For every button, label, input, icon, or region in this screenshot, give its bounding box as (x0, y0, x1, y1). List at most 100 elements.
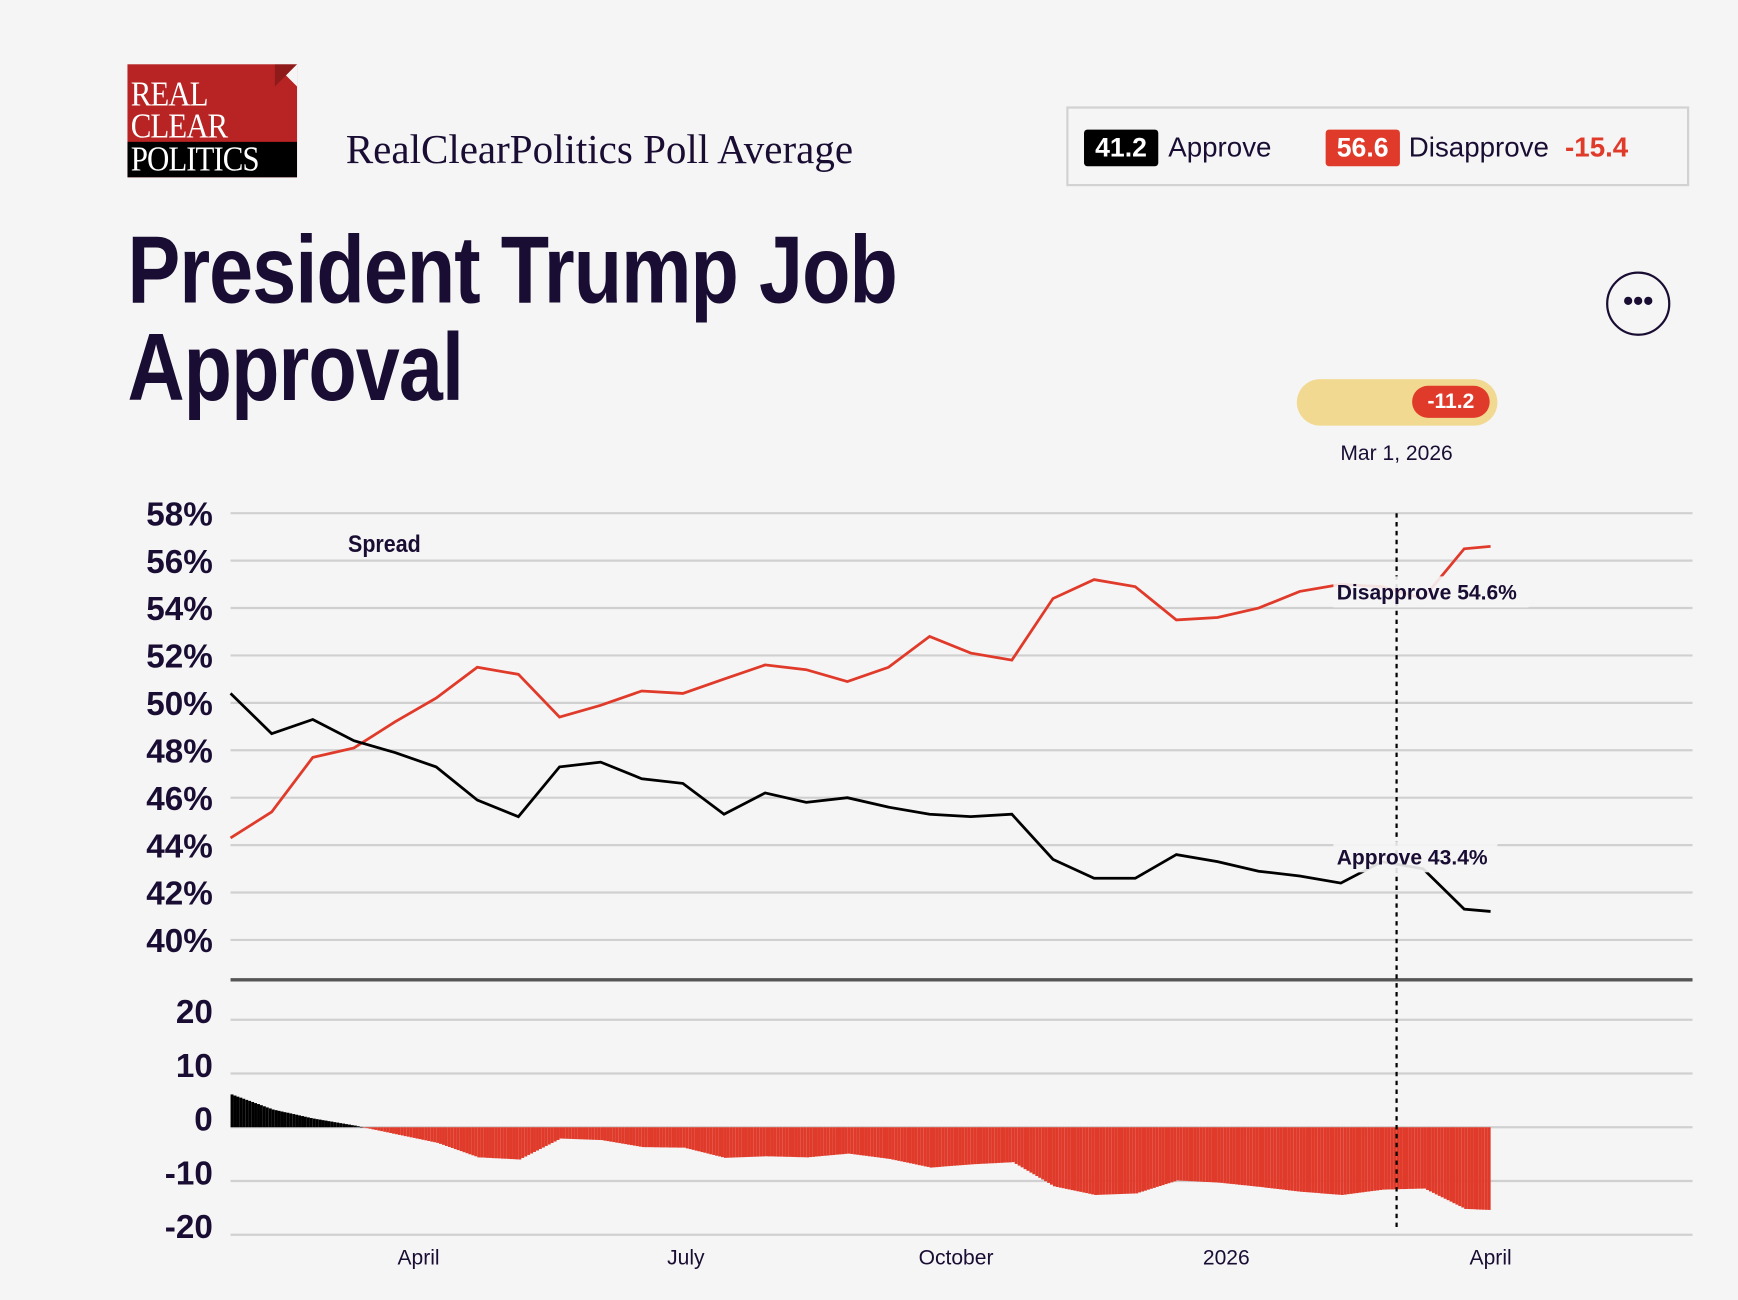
more-options-button[interactable]: ••• (1606, 271, 1671, 336)
logo-fold-shadow (274, 64, 298, 87)
spread-bar (1049, 1127, 1053, 1185)
disapprove-label-bg (1333, 576, 1529, 608)
spread-bar (1399, 1127, 1403, 1190)
spread-bar (1173, 1127, 1177, 1182)
spread-bar (1458, 1127, 1462, 1207)
spread-bar (1038, 1127, 1042, 1178)
spread-bar (1255, 1127, 1259, 1187)
spread-bar (1428, 1127, 1432, 1192)
spread-bar (765, 1127, 769, 1157)
spread-bar (392, 1127, 395, 1134)
spread-bar (726, 1127, 730, 1158)
spread-bar (259, 1105, 263, 1128)
spread-bar (280, 1111, 284, 1128)
spread-bar (908, 1127, 912, 1164)
spread-bar (1170, 1127, 1174, 1183)
spread-bar (982, 1127, 986, 1164)
spread-bar (327, 1121, 331, 1128)
spread-bar (515, 1127, 519, 1160)
spread-bar (1475, 1127, 1479, 1210)
spread-bar (624, 1127, 628, 1145)
spread-bar (753, 1127, 757, 1157)
spread-bar (1478, 1127, 1482, 1210)
spread-bar (1094, 1127, 1098, 1195)
spread-bar (1229, 1127, 1233, 1184)
spread-bar (497, 1127, 501, 1159)
spread-bar (697, 1127, 701, 1152)
spread-bar (1014, 1127, 1018, 1164)
spread-bar (1008, 1127, 1012, 1163)
spread-bar (1340, 1127, 1344, 1195)
spread-bar (1408, 1127, 1412, 1189)
spread-bar (685, 1127, 689, 1149)
logo-line-1: REAL (130, 74, 209, 114)
spread-bar (368, 1127, 372, 1129)
spread-bar (1167, 1127, 1171, 1184)
spread-bar (427, 1127, 431, 1141)
rcp-logo[interactable]: REAL CLEAR POLITICS (127, 64, 298, 178)
spread-bar (348, 1124, 351, 1128)
spread-bar (1267, 1127, 1271, 1188)
spread-bar (1361, 1127, 1365, 1193)
spread-bar (371, 1127, 375, 1130)
spread-bar (1487, 1127, 1491, 1210)
spread-bar (691, 1127, 695, 1150)
spread-bar (439, 1127, 442, 1144)
spread-bar (1370, 1127, 1374, 1192)
spread-bar (797, 1127, 801, 1158)
spread-bar (1114, 1127, 1118, 1195)
spread-bar (471, 1127, 475, 1156)
spread-bar (1000, 1127, 1004, 1163)
spread-bar (1096, 1127, 1100, 1195)
spread-y-tick-label: 20 (176, 994, 213, 1031)
spread-bar (324, 1120, 328, 1128)
spread-bar (271, 1109, 275, 1128)
spread-bar (1220, 1127, 1224, 1183)
spread-bar (1296, 1127, 1300, 1192)
spread-bar (336, 1122, 340, 1128)
spread-bar (1443, 1127, 1447, 1199)
spread-bar (1308, 1127, 1312, 1193)
spread-bar (568, 1127, 572, 1139)
spread-bar (503, 1127, 507, 1159)
spread-bar (239, 1097, 243, 1128)
spread-bar (1223, 1127, 1227, 1184)
spread-bar (1390, 1127, 1394, 1190)
spread-bar (306, 1117, 310, 1128)
spread-bar (333, 1122, 337, 1128)
spread-bar (1270, 1127, 1274, 1189)
spread-bar (1261, 1127, 1265, 1188)
spread-bar (1211, 1127, 1215, 1183)
spread-bar (1437, 1127, 1441, 1196)
spread-bar (632, 1127, 636, 1146)
spread-bar (873, 1127, 877, 1158)
spread-bar (424, 1127, 428, 1141)
spread-bar (389, 1127, 393, 1134)
spread-bar (958, 1127, 962, 1166)
approve-label-bg (1333, 841, 1498, 873)
spread-bar (1461, 1127, 1465, 1208)
spread-bar (612, 1127, 616, 1143)
spread-bar (1129, 1127, 1133, 1194)
spread-bar (1246, 1127, 1250, 1186)
spread-bar (979, 1127, 983, 1164)
spread-bar (721, 1127, 724, 1158)
spread-bar (1164, 1127, 1168, 1185)
spread-bar (1405, 1127, 1409, 1189)
spread-bar (233, 1095, 237, 1128)
spread-bar (911, 1127, 915, 1164)
spread-bar (870, 1127, 874, 1157)
spread-bar (1176, 1127, 1180, 1181)
spread-bar (383, 1127, 387, 1132)
spread-bar (374, 1127, 378, 1130)
spread-bar (815, 1127, 818, 1157)
y-tick-label: 44% (146, 828, 213, 865)
spread-bar (1446, 1127, 1450, 1201)
spread-bar (976, 1127, 980, 1165)
spread-bar (1249, 1127, 1253, 1186)
spread-bar (409, 1127, 413, 1138)
spread-bar (591, 1127, 595, 1140)
spread-bar (1029, 1127, 1033, 1173)
spread-bar (1252, 1127, 1256, 1187)
